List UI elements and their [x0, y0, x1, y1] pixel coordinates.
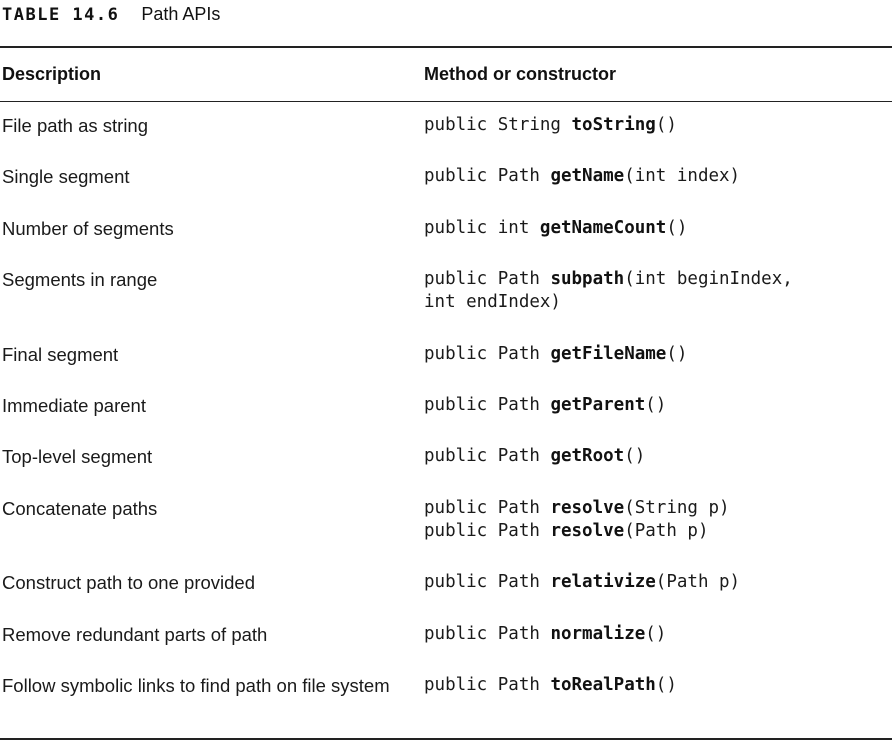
method-name: relativize — [550, 572, 656, 592]
code-prefix: public String — [424, 115, 572, 135]
method-args: () — [624, 446, 646, 466]
method-args: () — [666, 344, 688, 364]
row-description: Construct path to one provided — [2, 572, 255, 593]
table-title: Path APIs — [141, 4, 221, 24]
row-method-signature: public Path subpath(int beginIndex, int e… — [424, 268, 892, 314]
row-method-signature: public Path relativize(Path p) — [424, 571, 892, 594]
row-description: Single segment — [2, 166, 130, 187]
method-name: getNameCount — [539, 218, 667, 238]
code-line: public Path normalize() — [424, 623, 892, 646]
method-name: getParent — [550, 395, 646, 415]
row-method-signature: public Path getRoot() — [424, 445, 892, 468]
method-name: subpath — [550, 269, 625, 289]
method-args: (int index) — [624, 166, 741, 186]
row-description: Concatenate paths — [2, 498, 158, 519]
method-args: (int beginIndex, — [624, 269, 793, 289]
code-prefix: public Path — [424, 395, 551, 415]
method-name: getName — [550, 166, 625, 186]
row-method-signature: public Path resolve(String p) public Path… — [424, 497, 892, 543]
method-args: () — [666, 218, 688, 238]
code-line: int endIndex) — [424, 291, 892, 314]
row-method-signature: public String toString() — [424, 114, 892, 137]
code-line: public Path getName(int index) — [424, 165, 892, 188]
method-args: () — [655, 675, 677, 695]
row-description: Immediate parent — [2, 395, 146, 416]
row-description: Remove redundant parts of path — [2, 624, 268, 645]
code-line: public Path getRoot() — [424, 445, 892, 468]
row-description: File path as string — [2, 115, 149, 136]
code-prefix: public Path — [424, 269, 551, 289]
row-description: Segments in range — [2, 269, 158, 290]
method-name: toString — [571, 115, 656, 135]
method-args: (Path p) — [655, 572, 741, 592]
code-prefix: public Path — [424, 572, 551, 592]
method-name: resolve — [550, 521, 625, 541]
row-method-signature: public Path toRealPath() — [424, 674, 892, 697]
method-name: toRealPath — [550, 675, 656, 695]
code-prefix: public int — [424, 218, 540, 238]
method-args: () — [645, 624, 667, 644]
header-rule — [0, 101, 892, 102]
code-line: public int getNameCount() — [424, 217, 892, 240]
row-method-signature: public Path getFileName() — [424, 343, 892, 366]
code-prefix: public Path — [424, 166, 551, 186]
code-prefix: public Path — [424, 624, 551, 644]
column-header-method: Method or constructor — [424, 64, 616, 84]
method-args: () — [655, 115, 677, 135]
method-name: normalize — [550, 624, 646, 644]
row-method-signature: public Path getName(int index) — [424, 165, 892, 188]
code-prefix: public Path — [424, 446, 551, 466]
code-line: public Path toRealPath() — [424, 674, 892, 697]
code-prefix: public Path — [424, 344, 551, 364]
table-number: TABLE 14.6 — [2, 5, 120, 25]
table-caption: TABLE 14.6 Path APIs — [2, 4, 220, 26]
row-description: Top-level segment — [2, 446, 153, 467]
method-args: (Path p) — [624, 521, 709, 541]
method-name: resolve — [550, 498, 625, 518]
row-method-signature: public int getNameCount() — [424, 217, 892, 240]
code-line: public Path resolve(Path p) — [424, 520, 892, 543]
row-method-signature: public Path getParent() — [424, 394, 892, 417]
method-args: (String p) — [624, 498, 730, 518]
code-line: public Path resolve(String p) — [424, 497, 892, 520]
method-name: getFileName — [550, 344, 667, 364]
code-prefix: public Path — [424, 498, 551, 518]
code-prefix: public Path — [424, 675, 551, 695]
code-prefix: int endIndex) — [424, 292, 561, 312]
code-line: public Path relativize(Path p) — [424, 571, 892, 594]
row-description: Number of segments — [2, 218, 174, 239]
bottom-rule — [0, 738, 892, 740]
code-line: public Path subpath(int beginIndex, — [424, 268, 892, 291]
code-prefix: public Path — [424, 521, 551, 541]
top-rule — [0, 46, 892, 48]
code-line: public Path getParent() — [424, 394, 892, 417]
code-line: public String toString() — [424, 114, 892, 137]
code-line: public Path getFileName() — [424, 343, 892, 366]
row-description: Follow symbolic links to find path on fi… — [2, 675, 390, 696]
column-header-description: Description — [2, 64, 102, 84]
method-args: () — [645, 395, 667, 415]
row-method-signature: public Path normalize() — [424, 623, 892, 646]
method-name: getRoot — [550, 446, 625, 466]
row-description: Final segment — [2, 344, 119, 365]
